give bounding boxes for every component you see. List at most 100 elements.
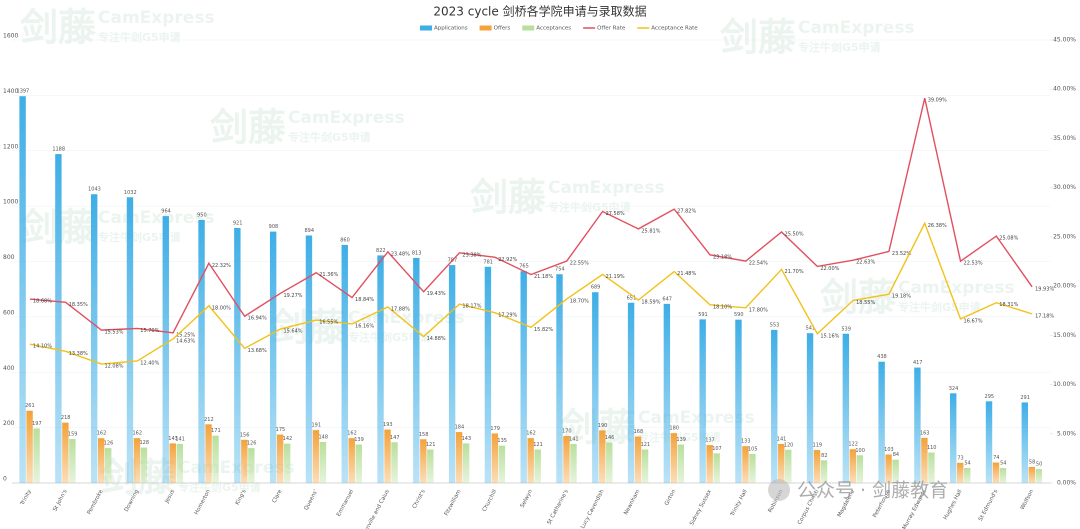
bar-label: 122 xyxy=(848,442,858,448)
bar xyxy=(126,197,134,483)
bar xyxy=(377,255,384,483)
bar-label: 184 xyxy=(455,425,465,431)
bar-label: 438 xyxy=(877,354,887,360)
watermark-slogan: 专注牛剑G5申请 xyxy=(178,480,261,494)
bar-label: 148 xyxy=(318,435,328,441)
line-label: 23.48% xyxy=(391,251,410,257)
bar-label: 170 xyxy=(562,428,572,434)
bar-label: 159 xyxy=(68,431,78,437)
bar xyxy=(55,154,62,483)
bar xyxy=(348,438,355,483)
bar-label: 781 xyxy=(483,259,493,265)
bar xyxy=(319,442,327,483)
bar xyxy=(699,319,706,483)
y-tick-label: 400 xyxy=(3,365,15,372)
line-label: 22.63% xyxy=(856,260,875,266)
line-label: 18.35% xyxy=(69,302,88,308)
watermark-slogan: 专注牛剑G5申请 xyxy=(898,300,981,314)
bar xyxy=(599,430,606,483)
bar-label: 1043 xyxy=(88,187,101,193)
bar xyxy=(957,462,964,483)
bar xyxy=(283,443,291,483)
line-label: 39.09% xyxy=(928,98,947,104)
bar-label: 141 xyxy=(569,436,579,442)
line-label: 21.19% xyxy=(606,274,625,280)
bar-label: 921 xyxy=(233,220,243,226)
line-label: 16.94% xyxy=(248,316,267,322)
line-label: 15.53% xyxy=(104,330,123,336)
watermark-slogan: 专注牛剑G5申请 xyxy=(548,200,631,214)
bar-label: 128 xyxy=(140,440,150,446)
line-label: 25.50% xyxy=(785,231,804,237)
line-label: 21.48% xyxy=(677,271,696,277)
bar-label: 553 xyxy=(770,322,780,328)
bar-label: 73 xyxy=(957,455,963,461)
bar-label: 158 xyxy=(419,432,429,438)
bar xyxy=(950,393,957,483)
footer-badge: 公众号 · 剑藤教育 xyxy=(768,479,948,502)
watermark-logo: 剑藤 xyxy=(820,276,897,320)
bar-label: 137 xyxy=(705,438,715,444)
bar-label: 58 xyxy=(1029,459,1035,465)
legend-label: Applications xyxy=(434,26,468,32)
chart-title: 2023 cycle 剑桥各学院申请与录取数据 xyxy=(433,4,646,19)
bar-label: 964 xyxy=(161,209,171,215)
bar-label: 324 xyxy=(949,386,959,392)
bar xyxy=(355,444,362,483)
bar-label: 135 xyxy=(497,438,507,444)
line-label: 18.59% xyxy=(641,299,660,305)
bar-label: 1032 xyxy=(124,190,137,196)
line-label: 12.40% xyxy=(140,360,159,366)
y2-tick-label: 40.00% xyxy=(1053,86,1076,93)
watermark-logo: 剑藤 xyxy=(470,176,547,220)
line-label: 21.70% xyxy=(785,269,804,275)
bar xyxy=(820,460,828,483)
legend-label: Acceptance Rate xyxy=(651,26,698,32)
legend-swatch xyxy=(522,25,535,31)
bar xyxy=(677,444,685,483)
bar xyxy=(33,428,40,483)
legend-label: Offers xyxy=(494,26,511,32)
bar xyxy=(455,432,463,483)
line-label: 21.18% xyxy=(534,274,553,280)
bar xyxy=(341,244,348,483)
bar xyxy=(806,333,814,483)
bar xyxy=(97,438,105,483)
bar xyxy=(248,448,255,483)
bar xyxy=(420,439,427,483)
bar-label: 822 xyxy=(376,248,386,254)
bar-label: 291 xyxy=(1020,395,1030,401)
y-tick-label: 1000 xyxy=(3,199,18,206)
bar-label: 651 xyxy=(627,295,637,301)
y2-tick-label: 30.00% xyxy=(1053,184,1076,191)
bar xyxy=(169,443,176,483)
bar xyxy=(842,333,850,483)
line-label: 13.38% xyxy=(69,351,88,357)
bar-label: 147 xyxy=(390,435,400,441)
bar xyxy=(921,437,928,483)
y-tick-label: 800 xyxy=(3,254,15,261)
bar xyxy=(878,361,885,483)
bar-label: 212 xyxy=(204,417,214,423)
bar-label: 218 xyxy=(61,415,71,421)
line-label: 27.58% xyxy=(606,211,625,217)
bar xyxy=(670,433,678,483)
line xyxy=(29,98,1033,334)
bar-label: 126 xyxy=(247,441,257,447)
bar-label: 950 xyxy=(197,212,207,218)
bar xyxy=(1021,402,1029,483)
bar-label: 590 xyxy=(734,312,744,318)
bar-label: 295 xyxy=(985,394,995,400)
bar-label: 162 xyxy=(347,431,357,437)
bar-label: 261 xyxy=(25,403,35,409)
bar xyxy=(749,453,756,483)
bar-label: 190 xyxy=(598,423,608,429)
bar-label: 100 xyxy=(855,448,865,454)
bar-label: 197 xyxy=(32,421,42,427)
bar-label: 142 xyxy=(283,436,293,442)
line-label: 22.55% xyxy=(570,261,589,267)
line-label: 14.88% xyxy=(427,336,446,342)
bar xyxy=(641,449,649,483)
legend-label: Acceptances xyxy=(536,26,571,32)
watermark-slogan: 专注牛剑G5申请 xyxy=(98,230,181,244)
